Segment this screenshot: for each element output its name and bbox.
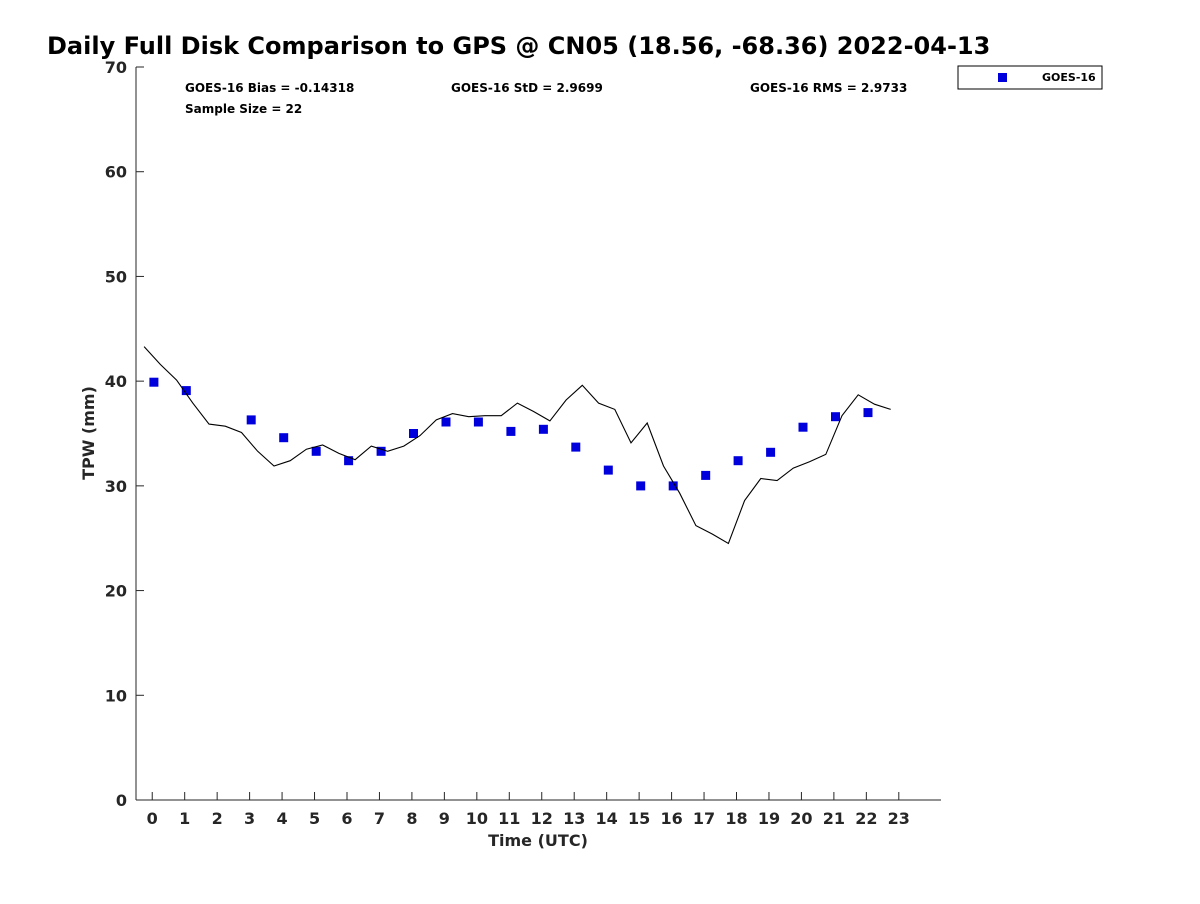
goes16-point [311,446,321,456]
goes16-point [279,433,289,443]
goes16-point [506,426,516,436]
goes16-point [409,429,418,438]
goes16-point [344,456,354,466]
x-tick-label: 17 [693,809,715,828]
x-tick-label: 20 [790,809,812,828]
y-tick-label: 10 [105,686,127,705]
goes16-point [246,415,256,425]
x-tick-label: 11 [498,809,520,828]
goes16-point [181,386,191,396]
std-stat: GOES-16 StD = 2.9699 [451,81,603,95]
chart-title: Daily Full Disk Comparison to GPS @ CN05… [47,32,990,60]
goes16-point [376,446,386,456]
gps-tpw-line [143,346,891,545]
y-tick-label: 0 [116,791,127,810]
x-tick-label: 18 [725,809,747,828]
y-tick-label: 60 [105,163,127,182]
x-tick-label: 6 [341,809,352,828]
x-tick-label: 21 [823,809,845,828]
x-tick-label: 13 [563,809,585,828]
goes16-point [473,417,483,427]
goes16-point [831,412,840,422]
x-tick-label: 4 [276,809,287,828]
rms-stat: GOES-16 RMS = 2.9733 [750,81,907,95]
x-tick-label: 22 [855,809,877,828]
y-tick-label: 20 [105,582,127,601]
x-tick-label: 14 [596,809,618,828]
goes16-point [766,447,776,457]
y-tick-label: 40 [105,372,127,391]
x-tick-label: 9 [439,809,450,828]
y-axis-label: TPW (mm) [79,386,98,480]
goes16-point [863,408,873,418]
x-tick-label: 5 [309,809,320,828]
x-tick-label: 12 [531,809,553,828]
goes16-point [668,481,678,491]
x-tick-label: 0 [147,809,158,828]
y-tick-label: 70 [105,58,127,77]
bias-stat: GOES-16 Bias = -0.14318 [185,81,354,95]
goes16-point [733,456,743,466]
x-tick-label: 23 [888,809,910,828]
goes16-point [701,470,711,480]
plot-series [143,346,891,545]
legend-marker-goes16 [998,73,1007,82]
x-axis-label: Time (UTC) [488,831,588,850]
goes16-point [798,422,808,432]
sample-size-stat: Sample Size = 22 [185,102,302,116]
legend-box [957,65,1103,90]
x-tick-label: 1 [179,809,190,828]
x-tick-label: 3 [244,809,255,828]
x-tick-label: 15 [628,809,650,828]
goes16-point [538,424,548,434]
legend: GOES-16 [957,65,1103,90]
x-tick-label: 19 [758,809,780,828]
x-tick-label: 10 [466,809,488,828]
y-tick-label: 30 [105,477,127,496]
x-tick-label: 7 [374,809,385,828]
goes16-point [149,377,159,387]
x-tick-label: 2 [212,809,223,828]
goes16-point [636,481,646,491]
goes16-point [441,417,451,427]
x-tick-label: 8 [406,809,417,828]
legend-label-goes16: GOES-16 [1042,71,1096,84]
y-tick-label: 50 [105,267,127,286]
goes16-point [571,442,581,452]
goes16-point [603,465,613,475]
x-tick-label: 16 [660,809,682,828]
